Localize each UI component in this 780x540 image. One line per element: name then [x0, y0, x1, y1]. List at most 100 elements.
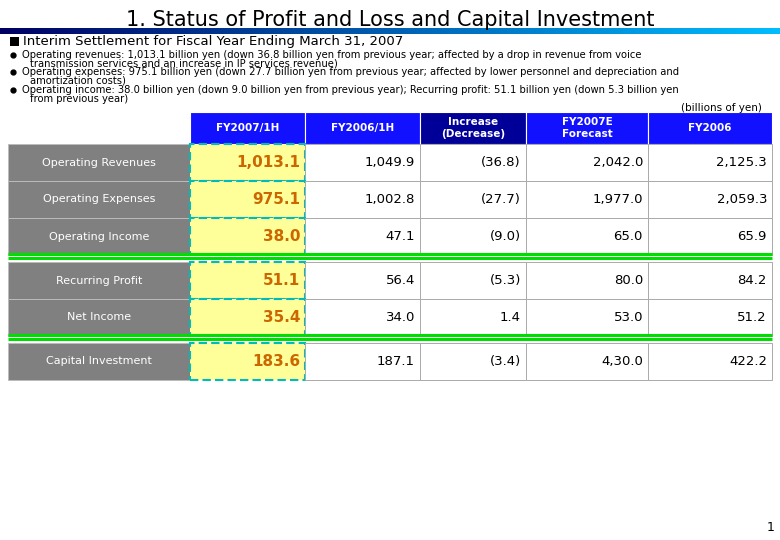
Text: 4,30.0: 4,30.0: [601, 355, 643, 368]
Bar: [328, 28, 331, 34]
Bar: [57, 28, 60, 34]
Bar: [76, 28, 79, 34]
Bar: [619, 28, 622, 34]
Bar: [526, 112, 648, 144]
Bar: [572, 28, 575, 34]
Bar: [507, 28, 510, 34]
Bar: [289, 28, 292, 34]
Bar: [299, 28, 302, 34]
Bar: [392, 28, 395, 34]
Bar: [648, 112, 772, 144]
Bar: [115, 28, 118, 34]
Text: Increase
(Decrease): Increase (Decrease): [441, 117, 505, 139]
Bar: [356, 28, 360, 34]
Bar: [733, 28, 736, 34]
Bar: [526, 218, 648, 255]
Bar: [286, 28, 289, 34]
Bar: [47, 28, 50, 34]
Bar: [341, 28, 344, 34]
Bar: [614, 28, 617, 34]
Bar: [37, 28, 40, 34]
Text: Operating Revenues: Operating Revenues: [42, 158, 156, 167]
Text: 38.0: 38.0: [263, 229, 300, 244]
Bar: [211, 28, 214, 34]
Bar: [489, 28, 492, 34]
Bar: [647, 28, 651, 34]
Bar: [88, 28, 91, 34]
Bar: [330, 28, 333, 34]
Bar: [216, 28, 219, 34]
Bar: [70, 28, 73, 34]
Bar: [481, 28, 484, 34]
Bar: [65, 28, 68, 34]
Bar: [305, 181, 420, 218]
Text: 187.1: 187.1: [377, 355, 415, 368]
Bar: [44, 28, 48, 34]
Bar: [554, 28, 557, 34]
Bar: [692, 28, 695, 34]
Bar: [486, 28, 489, 34]
Bar: [526, 343, 648, 380]
Bar: [746, 28, 750, 34]
Bar: [416, 28, 419, 34]
Text: transmission services and an increase in IP services revenue): transmission services and an increase in…: [30, 58, 338, 69]
Bar: [598, 28, 601, 34]
Bar: [772, 28, 775, 34]
Bar: [587, 28, 590, 34]
Bar: [148, 28, 151, 34]
Bar: [476, 28, 479, 34]
Bar: [305, 144, 420, 181]
Bar: [382, 28, 385, 34]
Text: Interim Settlement for Fiscal Year Ending March 31, 2007: Interim Settlement for Fiscal Year Endin…: [23, 35, 403, 48]
Bar: [406, 28, 409, 34]
Text: 56.4: 56.4: [385, 274, 415, 287]
Bar: [34, 28, 37, 34]
Bar: [585, 28, 588, 34]
Bar: [16, 28, 19, 34]
Bar: [523, 28, 526, 34]
Bar: [338, 28, 341, 34]
Text: amortization costs): amortization costs): [30, 76, 126, 85]
Bar: [8, 262, 190, 299]
Bar: [411, 28, 414, 34]
Bar: [778, 28, 780, 34]
Bar: [320, 28, 323, 34]
Bar: [190, 181, 305, 218]
Bar: [31, 28, 34, 34]
Text: 47.1: 47.1: [385, 230, 415, 243]
Bar: [710, 28, 713, 34]
Bar: [460, 28, 463, 34]
Bar: [575, 28, 578, 34]
Text: Operating revenues: 1,013.1 billion yen (down 36.8 billion yen from previous yea: Operating revenues: 1,013.1 billion yen …: [22, 50, 641, 60]
Bar: [154, 28, 157, 34]
Bar: [704, 28, 707, 34]
Bar: [385, 28, 388, 34]
Bar: [413, 28, 417, 34]
Bar: [208, 28, 211, 34]
Bar: [632, 28, 635, 34]
Bar: [68, 28, 71, 34]
Bar: [60, 28, 63, 34]
Bar: [757, 28, 760, 34]
Bar: [302, 28, 305, 34]
Bar: [509, 28, 512, 34]
Bar: [125, 28, 128, 34]
Text: 1,977.0: 1,977.0: [593, 193, 643, 206]
Bar: [775, 28, 778, 34]
Bar: [408, 28, 411, 34]
Bar: [197, 28, 200, 34]
Bar: [305, 112, 420, 144]
Bar: [193, 28, 196, 34]
Bar: [55, 28, 58, 34]
Text: from previous year): from previous year): [30, 93, 128, 104]
Bar: [420, 218, 526, 255]
Bar: [226, 28, 229, 34]
Bar: [577, 28, 580, 34]
Bar: [244, 28, 247, 34]
Bar: [767, 28, 770, 34]
Bar: [754, 28, 757, 34]
Bar: [107, 28, 110, 34]
Bar: [551, 28, 555, 34]
Bar: [265, 28, 268, 34]
Bar: [499, 28, 502, 34]
